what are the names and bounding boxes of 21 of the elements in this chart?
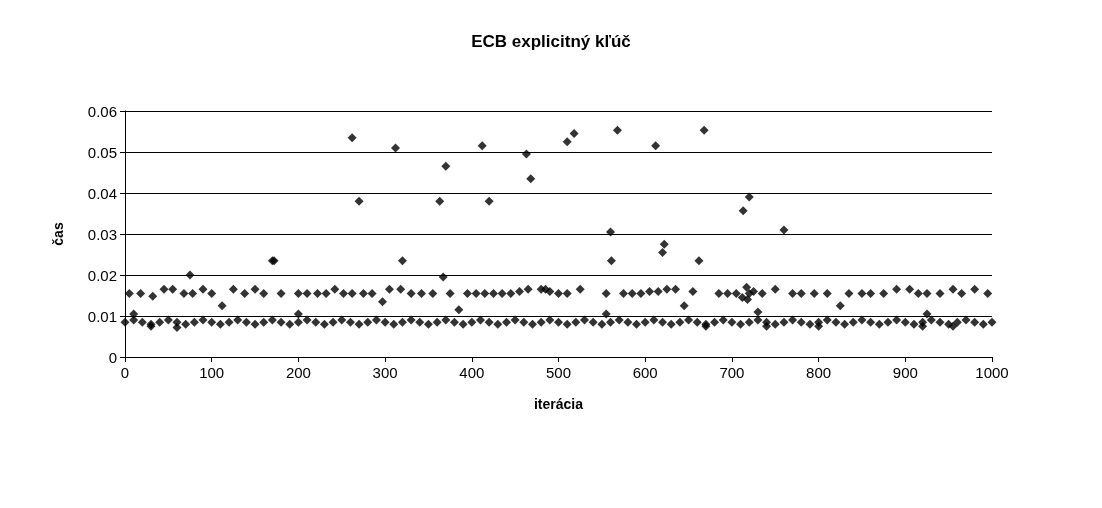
x-tick-label: 900: [892, 364, 918, 381]
y-tick-label: 0.04: [87, 184, 117, 202]
y-tick-label: 0.01: [87, 307, 117, 325]
x-tick-label: 100: [199, 364, 225, 381]
y-tick-label: 0: [108, 348, 117, 366]
x-tick-label: 300: [372, 364, 398, 381]
x-tick-label: 400: [459, 364, 485, 381]
x-tick-label: 600: [632, 364, 658, 381]
x-tick-label: 500: [545, 364, 572, 381]
x-tick-label: 800: [806, 364, 832, 381]
y-axis-title: čas: [50, 222, 66, 246]
y-tick-label: 0.03: [87, 225, 117, 243]
x-tick-label: 0: [120, 364, 130, 381]
y-tick-label: 0.02: [87, 266, 117, 284]
x-tick-label: 1000: [975, 364, 1009, 381]
y-tick-label: 0.06: [87, 102, 117, 120]
x-tick-label: 700: [719, 364, 745, 381]
chart-title: ECB explicitný kľúč: [471, 32, 631, 51]
x-tick-label: 200: [285, 364, 311, 381]
x-axis-title: iterácia: [533, 396, 584, 412]
y-tick-label: 0.05: [87, 143, 117, 161]
